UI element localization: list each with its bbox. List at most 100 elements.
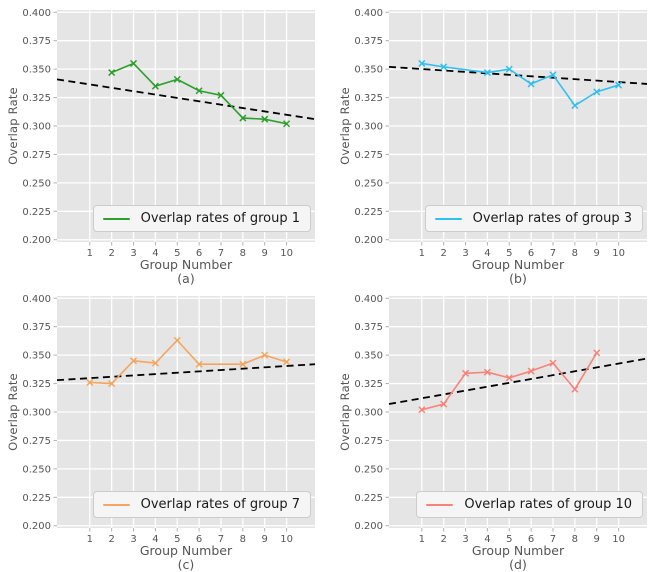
x-tick-label: 6 [196, 248, 202, 259]
data-point-marker [129, 357, 138, 365]
x-tick-label: 9 [594, 248, 600, 259]
data-point-marker [108, 380, 116, 388]
y-tick-label: 0.275 [354, 436, 383, 447]
data-point-marker [151, 359, 159, 367]
data-point-marker [283, 120, 291, 128]
x-tick-label: 3 [462, 248, 468, 259]
y-tick-label: 0.300 [354, 408, 383, 419]
y-tick-label: 0.200 [22, 521, 51, 532]
x-tick-label: 4 [152, 248, 158, 259]
y-axis-label: Overlap Rate [338, 373, 352, 451]
x-tick-label: 9 [594, 534, 600, 545]
y-axis-label: Overlap Rate [6, 87, 20, 165]
legend-label: Overlap rates of group 10 [464, 497, 632, 512]
x-tick-label: 4 [152, 534, 158, 545]
data-point-marker [483, 368, 491, 376]
x-tick-label: 1 [87, 534, 93, 545]
y-tick-label: 0.400 [354, 294, 383, 305]
x-tick-label: 1 [87, 248, 93, 259]
x-tick-label: 6 [528, 534, 534, 545]
y-tick-label: 0.250 [354, 178, 383, 189]
legend-line-sample [426, 503, 454, 506]
x-tick-label: 1 [419, 248, 425, 259]
y-tick-label: 0.400 [22, 8, 51, 19]
y-tick-label: 0.350 [354, 351, 383, 362]
data-point-marker [571, 385, 579, 393]
x-axis-label: Group Number [471, 543, 565, 558]
data-point-marker [108, 69, 116, 77]
y-axis-label: Overlap Rate [338, 87, 352, 165]
x-tick-label: 8 [572, 534, 578, 545]
trend-line [56, 78, 316, 121]
x-axis-label: Group Number [139, 543, 233, 558]
trend-line [388, 357, 648, 405]
plot-canvas-b: 0.200 0.225 0.250 0.275 0.300 0.325 0.350 0.375… [354, 8, 648, 259]
x-axis-label: Group Number [471, 257, 565, 272]
plot-canvas-a: 0.200 0.225 0.250 0.275 0.300 0.325 0.350 0.375… [22, 8, 316, 259]
y-tick-label: 0.275 [22, 150, 51, 161]
y-tick-label: 0.250 [22, 178, 51, 189]
data-point-marker [261, 351, 269, 359]
data-point-marker [571, 101, 579, 110]
subplot-caption: (c) [177, 557, 195, 572]
data-point-marker [129, 59, 138, 67]
y-tick-label: 0.300 [354, 122, 383, 133]
y-tick-label: 0.325 [22, 379, 51, 390]
legend-label: Overlap rates of group 7 [140, 497, 300, 512]
x-tick-label: 8 [240, 534, 246, 545]
y-tick-label: 0.250 [22, 464, 51, 475]
x-tick-label: 3 [130, 534, 136, 545]
subplot-caption: (b) [509, 271, 527, 286]
x-tick-label: 5 [506, 534, 512, 545]
x-tick-label: 5 [506, 248, 512, 259]
y-tick-label: 0.300 [22, 408, 51, 419]
x-tick-label: 3 [130, 248, 136, 259]
y-tick-label: 0.375 [22, 322, 51, 333]
x-tick-label: 3 [462, 534, 468, 545]
legend-line-sample [102, 217, 130, 220]
legend-label: Overlap rates of group 3 [472, 211, 632, 226]
x-tick-label: 6 [196, 534, 202, 545]
data-point-marker [527, 367, 535, 375]
y-tick-label: 0.275 [22, 436, 51, 447]
y-tick-label: 0.225 [22, 207, 51, 218]
data-point-marker [549, 359, 557, 367]
y-tick-label: 0.325 [354, 379, 383, 390]
y-tick-label: 0.350 [22, 65, 51, 76]
subplot-caption: (d) [509, 557, 527, 572]
x-tick-label: 6 [528, 248, 534, 259]
y-tick-label: 0.200 [354, 521, 383, 532]
subplot-a: 0.200 0.225 0.250 0.275 0.300 0.325 0.350 0.375… [0, 0, 332, 286]
data-point-marker [593, 88, 601, 96]
x-tick-label: 7 [550, 534, 556, 545]
x-tick-label: 4 [484, 248, 490, 259]
y-tick-label: 0.225 [354, 493, 383, 504]
x-tick-label: 5 [174, 534, 180, 545]
y-tick-label: 0.400 [22, 294, 51, 305]
x-tick-label: 2 [440, 248, 446, 259]
data-point-marker [549, 71, 557, 79]
subplot-b: 0.200 0.225 0.250 0.275 0.300 0.325 0.350 0.375… [332, 0, 664, 286]
legend-line-sample [434, 217, 462, 220]
data-point-marker [527, 80, 535, 88]
y-tick-label: 0.200 [22, 235, 51, 246]
data-point-marker [615, 81, 623, 89]
data-point-marker [239, 114, 247, 122]
trend-line [56, 363, 316, 382]
data-point-marker [283, 358, 291, 366]
y-tick-label: 0.200 [354, 235, 383, 246]
legend: Overlap rates of group 7 [92, 491, 311, 518]
subplot-caption: (a) [177, 271, 195, 286]
data-point-marker [173, 75, 181, 83]
data-point-marker [195, 360, 203, 368]
legend: Overlap rates of group 1 [92, 205, 311, 232]
subplot-d: 0.200 0.225 0.250 0.275 0.300 0.325 0.350 0.375… [332, 286, 664, 572]
x-tick-label: 2 [108, 534, 114, 545]
y-tick-label: 0.225 [354, 207, 383, 218]
legend-label: Overlap rates of group 1 [140, 211, 300, 226]
data-point-marker [505, 65, 513, 73]
y-tick-label: 0.400 [354, 8, 383, 19]
data-point-marker [261, 115, 269, 123]
data-point-marker [483, 69, 491, 77]
plot-canvas-d: 0.200 0.225 0.250 0.275 0.300 0.325 0.350 0.375… [354, 294, 648, 545]
